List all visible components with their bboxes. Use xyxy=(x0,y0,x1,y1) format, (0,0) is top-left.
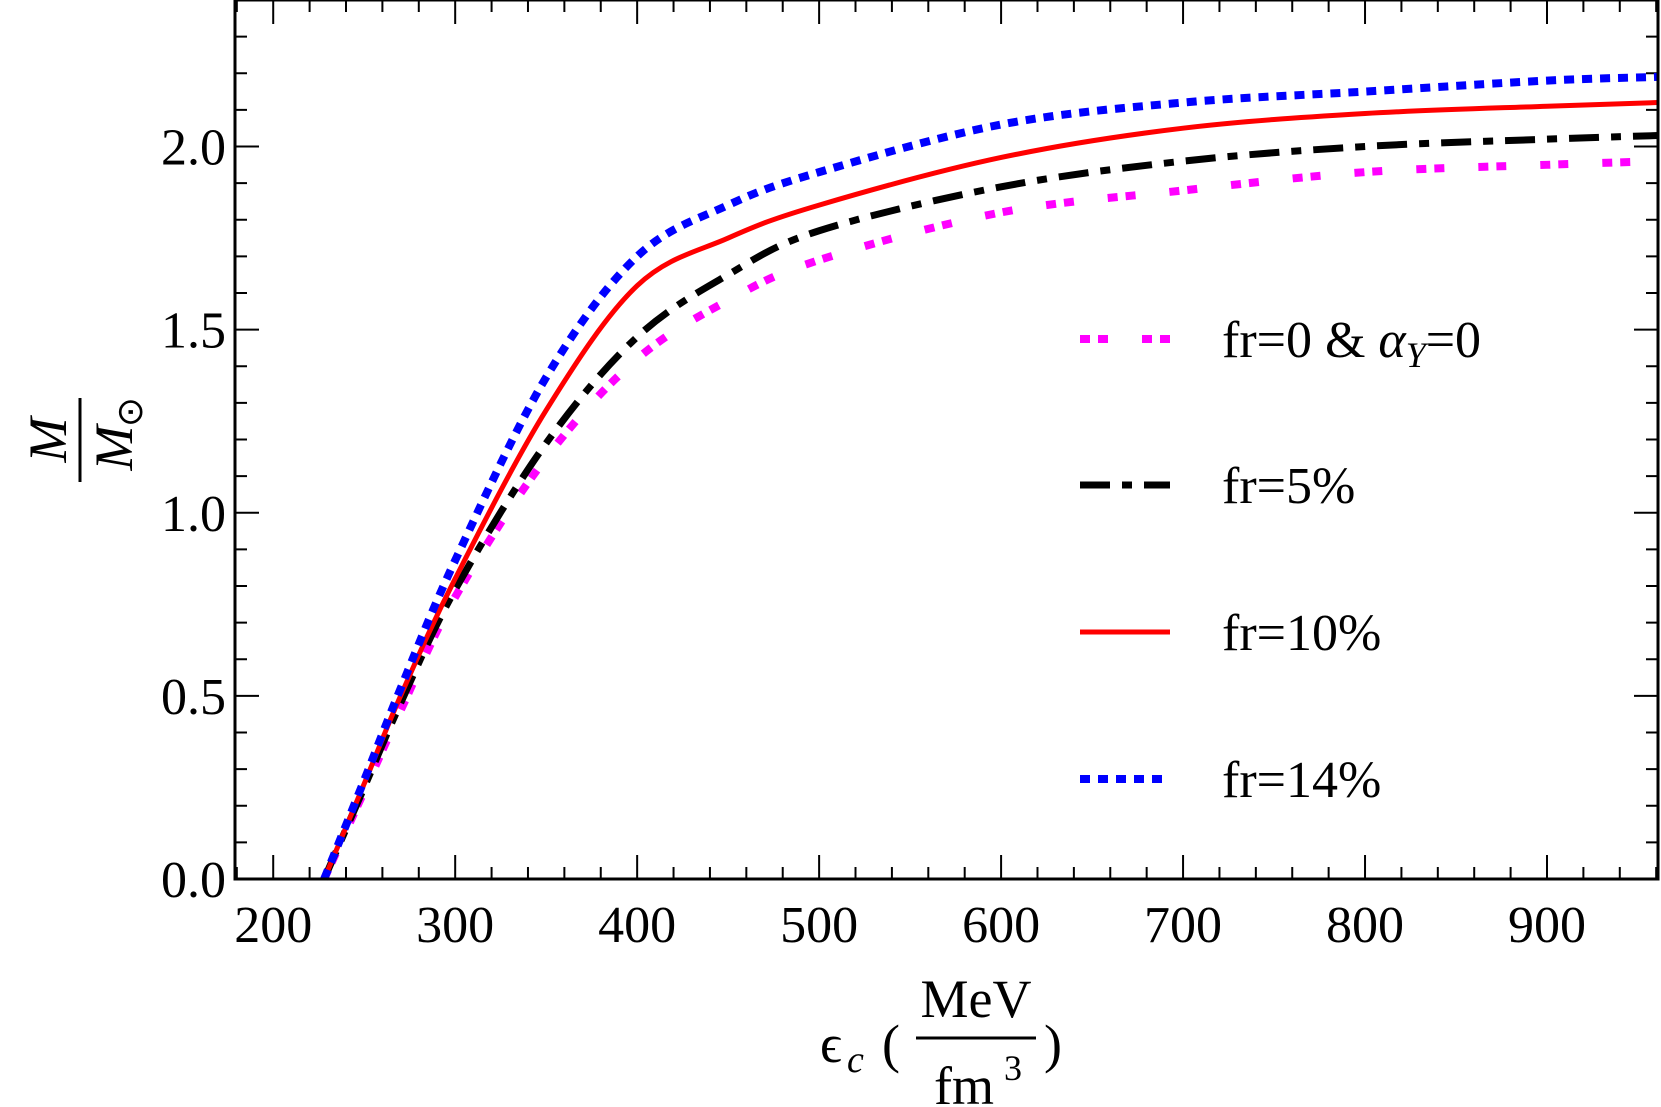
legend-label-sub: Y xyxy=(1406,335,1430,375)
x-label-unit-numerator: MeV xyxy=(921,969,1032,1029)
x-axis-label: ϵ c ( MeV fm 3 ) xyxy=(820,969,1062,1107)
series-line-3 xyxy=(320,72,1659,881)
y-label-numerator: M xyxy=(18,414,78,463)
legend-label-2: fr=10% xyxy=(1222,605,1381,662)
x-tick-label: 700 xyxy=(1144,897,1222,954)
x-tick-label: 400 xyxy=(598,897,676,954)
tick-labels: 200 300 400 500 600 700 800 900 0.0 0.5 1.0 1.5 2.0 xyxy=(161,120,1586,955)
x-label-symbol: ϵ xyxy=(820,1014,842,1074)
legend-label-greek: α xyxy=(1378,312,1407,369)
legend-label-3: fr=14% xyxy=(1222,752,1381,809)
x-tick-label: 900 xyxy=(1508,897,1586,954)
legend: fr=0 & αY=0 fr=5% fr=10% fr=14% xyxy=(1080,312,1481,809)
x-tick-label: 200 xyxy=(234,897,312,954)
legend-label-0: fr=0 & αY=0 xyxy=(1222,312,1481,375)
legend-label-1: fr=5% xyxy=(1222,458,1355,515)
y-tick-label: 0.5 xyxy=(161,669,226,726)
axis-ticks xyxy=(235,0,1658,880)
x-label-subscript: c xyxy=(847,1039,864,1081)
x-tick-label: 500 xyxy=(780,897,858,954)
y-tick-label: 2.0 xyxy=(161,120,226,177)
legend-label-main: fr=0 & xyxy=(1222,312,1378,369)
y-tick-label: 1.5 xyxy=(161,303,226,360)
x-label-close-paren: ) xyxy=(1044,1014,1062,1074)
plot-frame xyxy=(233,0,1660,881)
curves xyxy=(320,72,1659,881)
legend-label-tail: =0 xyxy=(1426,312,1481,369)
y-label-denominator-sub: ⊙ xyxy=(110,397,150,427)
y-label-denominator: M xyxy=(84,422,144,471)
y-tick-label: 0.0 xyxy=(161,852,226,909)
series-line-1 xyxy=(320,132,1659,881)
y-axis-label: M M ⊙ xyxy=(18,397,150,482)
x-label-open-paren: ( xyxy=(882,1014,900,1074)
x-label-unit-denominator: fm xyxy=(934,1056,994,1107)
x-tick-label: 800 xyxy=(1326,897,1404,954)
x-tick-label: 600 xyxy=(962,897,1040,954)
x-tick-label: 300 xyxy=(416,897,494,954)
series-line-0 xyxy=(320,157,1659,881)
x-label-unit-exponent: 3 xyxy=(1004,1048,1022,1088)
y-tick-label: 1.0 xyxy=(161,486,226,543)
